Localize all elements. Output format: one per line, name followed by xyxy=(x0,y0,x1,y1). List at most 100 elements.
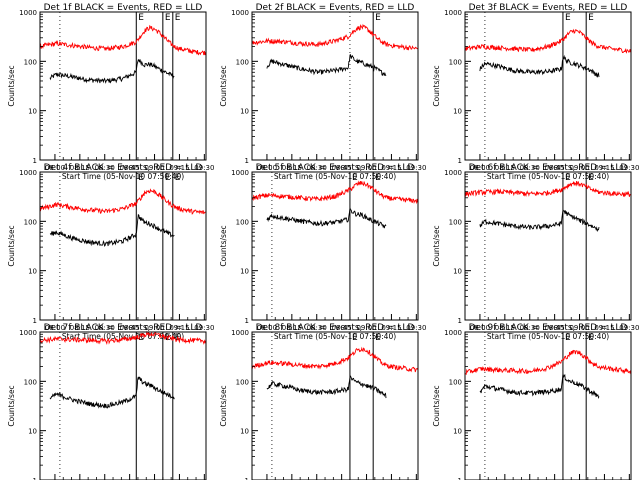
x-tick-label: 09:15 xyxy=(381,324,401,332)
x-tick-label: 08:15 xyxy=(70,324,90,332)
y-tick-label: 10 xyxy=(28,428,37,436)
y-tick-label: 1 xyxy=(33,477,37,480)
y-tick-label: 1000 xyxy=(231,9,249,17)
lld-series-line xyxy=(251,180,419,205)
y-tick-label: 1 xyxy=(458,317,462,325)
y-axis-label: Counts/sec xyxy=(219,65,228,106)
y-tick-label: 1000 xyxy=(19,329,37,337)
y-tick-label: 1 xyxy=(245,317,249,325)
event-marker-label: E xyxy=(352,173,358,183)
event-marker-label: E xyxy=(165,173,171,183)
y-tick-label: 100 xyxy=(236,378,249,386)
x-tick-label: 08:15 xyxy=(70,164,90,172)
x-tick-label: 09:30 xyxy=(406,324,426,332)
x-tick-label: 09:00 xyxy=(569,324,589,332)
x-tick-label: 09:30 xyxy=(406,164,426,172)
panel-title: Det 4f BLACK = Events, RED = LLD xyxy=(44,163,203,173)
plot-frame xyxy=(251,171,419,321)
y-tick-label: 100 xyxy=(236,58,249,66)
y-tick-label: 10 xyxy=(453,268,462,276)
events-series-line xyxy=(49,58,175,84)
x-tick-label: 09:15 xyxy=(594,324,614,332)
event-marker-label: E xyxy=(375,333,381,343)
plot-frame xyxy=(251,11,419,161)
x-tick-label: 08:15 xyxy=(282,164,302,172)
x-tick-label: 09:15 xyxy=(381,164,401,172)
x-axis-label: Start Time (05-Nov-10 07:50:40) xyxy=(274,172,396,181)
y-tick-label: 10 xyxy=(453,428,462,436)
lld-series-line xyxy=(464,181,631,198)
x-axis-label: Start Time (05-Nov-10 07:50:40) xyxy=(274,332,396,341)
event-marker-label: E xyxy=(565,333,571,343)
y-tick-label: 100 xyxy=(449,378,462,386)
y-axis-label: Counts/sec xyxy=(219,225,228,266)
x-tick-label: 08:00 xyxy=(45,324,65,332)
x-tick-label: 08:45 xyxy=(120,164,140,172)
y-tick-label: 1000 xyxy=(444,9,462,17)
y-axis-label: Counts/sec xyxy=(432,385,441,426)
y-axis-label: Counts/sec xyxy=(7,65,16,106)
x-tick-label: 08:30 xyxy=(95,164,115,172)
x-tick-label: 09:30 xyxy=(194,164,214,172)
y-tick-label: 1000 xyxy=(19,169,37,177)
event-marker-label: E xyxy=(138,13,144,23)
x-tick-label: 09:15 xyxy=(169,324,189,332)
event-marker-label: E xyxy=(588,173,594,183)
event-marker-label: E xyxy=(375,173,381,183)
x-tick-label: 09:00 xyxy=(356,164,376,172)
lld-series-line xyxy=(464,349,632,375)
y-tick-label: 1 xyxy=(33,317,37,325)
y-tick-label: 100 xyxy=(449,218,462,226)
y-tick-label: 1 xyxy=(33,157,37,165)
x-tick-label: 08:45 xyxy=(332,164,352,172)
y-axis-label: Counts/sec xyxy=(432,225,441,266)
x-tick-label: 08:30 xyxy=(307,164,327,172)
events-series-line xyxy=(266,375,387,399)
panel-title: Det 2f BLACK = Events, RED = LLD xyxy=(256,3,415,13)
event-marker-label: E xyxy=(588,333,594,343)
y-tick-label: 1000 xyxy=(444,169,462,177)
events-series-line xyxy=(266,207,387,229)
y-axis-label: Counts/sec xyxy=(219,385,228,426)
x-tick-label: 08:00 xyxy=(45,164,65,172)
lld-series-line xyxy=(39,330,207,346)
event-marker-label: E xyxy=(138,173,144,183)
y-tick-label: 1 xyxy=(245,477,249,480)
events-series-line xyxy=(49,376,175,409)
lld-series-line xyxy=(464,28,632,54)
y-tick-label: 1000 xyxy=(444,329,462,337)
events-series-line xyxy=(479,373,600,400)
event-marker-label: E xyxy=(588,13,594,23)
plot-frame xyxy=(39,11,207,161)
event-marker-label: E xyxy=(375,13,381,23)
x-axis-label: Start Time (05-Nov-10 07:50:40) xyxy=(487,332,609,341)
y-tick-label: 10 xyxy=(28,268,37,276)
x-tick-label: 08:15 xyxy=(495,164,515,172)
event-marker-label: E xyxy=(165,13,171,23)
y-tick-label: 1 xyxy=(245,157,249,165)
y-tick-label: 10 xyxy=(28,108,37,116)
events-series-line xyxy=(479,208,600,232)
plot-frame xyxy=(464,331,632,480)
x-tick-label: 09:30 xyxy=(619,324,639,332)
y-tick-label: 100 xyxy=(24,378,37,386)
y-tick-label: 100 xyxy=(24,58,37,66)
x-tick-label: 09:15 xyxy=(594,164,614,172)
x-tick-label: 09:15 xyxy=(169,164,189,172)
x-tick-label: 08:30 xyxy=(307,324,327,332)
panel-title: Det 1f BLACK = Events, RED = LLD xyxy=(44,3,203,13)
panel-title: Det 8f BLACK = Events, RED = LLD xyxy=(256,323,415,333)
event-marker-label: E xyxy=(175,173,181,183)
x-tick-label: 08:45 xyxy=(332,324,352,332)
x-tick-label: 08:45 xyxy=(545,324,565,332)
event-marker-label: E xyxy=(138,333,144,343)
y-tick-label: 10 xyxy=(453,108,462,116)
events-series-line xyxy=(266,54,387,77)
x-tick-label: 09:00 xyxy=(144,324,164,332)
